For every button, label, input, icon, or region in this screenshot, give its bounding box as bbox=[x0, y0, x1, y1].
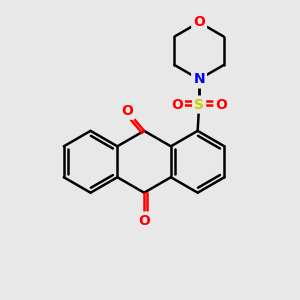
Text: O: O bbox=[171, 98, 183, 112]
Text: O: O bbox=[193, 15, 205, 29]
Text: N: N bbox=[193, 72, 205, 86]
Text: O: O bbox=[121, 104, 133, 118]
Text: S: S bbox=[194, 98, 204, 112]
Text: O: O bbox=[215, 98, 227, 112]
Text: N: N bbox=[193, 72, 205, 86]
Text: O: O bbox=[138, 214, 150, 227]
